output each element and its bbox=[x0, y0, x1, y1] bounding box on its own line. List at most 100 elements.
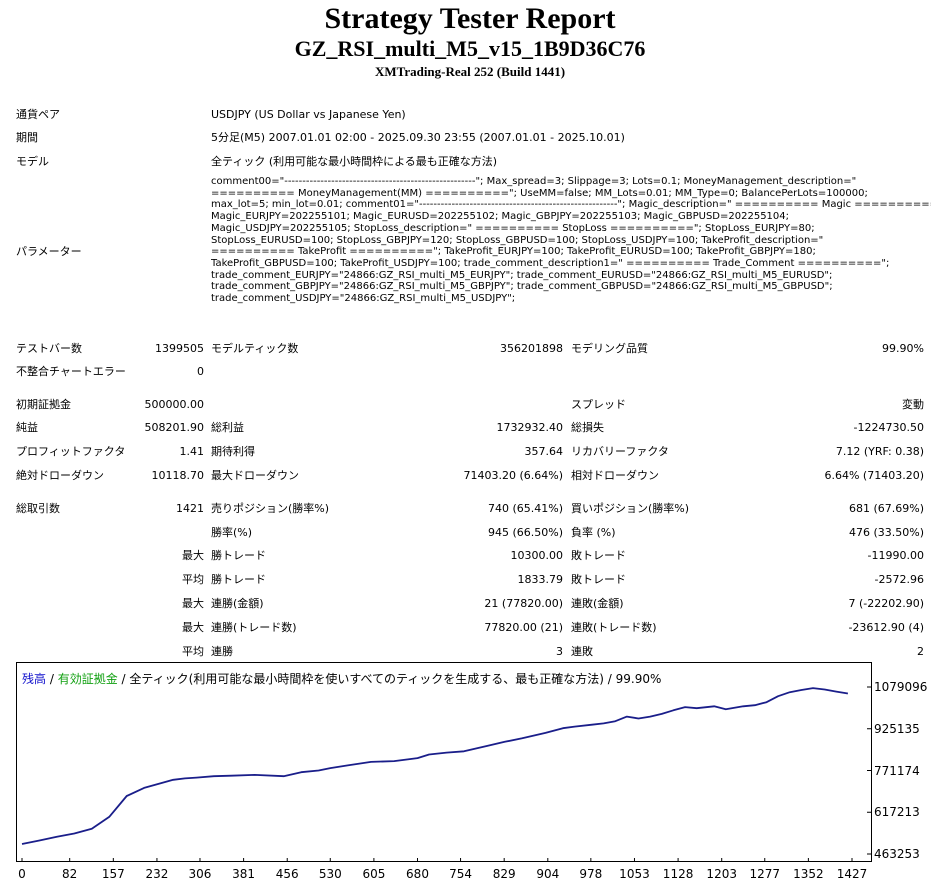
gross-loss-label: 総損失 bbox=[571, 421, 604, 434]
loss-rate-value: 476 (33.50%) bbox=[848, 526, 924, 539]
chart-frame bbox=[16, 662, 872, 862]
symbol-value: USDJPY (US Dollar vs Japanese Yen) bbox=[211, 108, 406, 121]
x-tick-label: 1128 bbox=[662, 867, 694, 881]
recovery-factor-label: リカバリーファクタ bbox=[571, 445, 669, 458]
mismatch-value: 0 bbox=[197, 365, 204, 378]
largest-win-label: 勝トレード bbox=[211, 549, 266, 562]
avg-consec-wins-value: 3 bbox=[556, 645, 563, 658]
long-positions-label: 買いポジション(勝率%) bbox=[571, 502, 690, 515]
symbol-label: 通貨ペア bbox=[16, 108, 60, 121]
rel-drawdown-value: 6.64% (71403.20) bbox=[824, 469, 924, 482]
avg-consec-losses-value: 2 bbox=[917, 645, 924, 658]
abs-drawdown-value: 10118.70 bbox=[151, 469, 205, 482]
average-prefix: 平均 bbox=[182, 573, 204, 586]
x-tick-label: 978 bbox=[579, 867, 603, 881]
x-tick-label: 381 bbox=[232, 867, 256, 881]
win-rate-label: 勝率(%) bbox=[211, 526, 253, 539]
avg-win-label: 勝トレード bbox=[211, 573, 266, 586]
win-rate-value: 945 (66.50%) bbox=[487, 526, 563, 539]
long-positions-value: 681 (67.69%) bbox=[848, 502, 924, 515]
x-tick-label: 0 bbox=[18, 867, 26, 881]
net-profit-value: 508201.90 bbox=[144, 421, 205, 434]
expected-payoff-value: 357.64 bbox=[524, 445, 564, 458]
balance-chart bbox=[16, 662, 872, 862]
mismatch-label: 不整合チャートエラー bbox=[16, 365, 126, 378]
x-tick-label: 82 bbox=[62, 867, 78, 881]
ea-name: GZ_RSI_multi_M5_v15_1B9D36C76 bbox=[294, 36, 646, 61]
legend-separator: / bbox=[46, 672, 58, 686]
max-drawdown-label: 最大ドローダウン bbox=[211, 469, 299, 482]
max-consec-profit-label: 連勝(トレード数) bbox=[211, 621, 297, 634]
spread-label: スプレッド bbox=[571, 398, 626, 411]
max-consec-count-prefix: 最大 bbox=[182, 621, 204, 634]
abs-drawdown-label: 絶対ドローダウン bbox=[16, 469, 104, 482]
legend-description: / 全ティック(利用可能な最小時間枠を使いすべてのティックを生成する、最も正確な… bbox=[117, 672, 662, 686]
max-consec-loss-label: 連敗(トレード数) bbox=[571, 621, 657, 634]
balance-series-line bbox=[21, 687, 849, 845]
gross-loss-value: -1224730.50 bbox=[853, 421, 924, 434]
legend-equity: 有効証拠金 bbox=[57, 672, 118, 686]
largest-win-value: 10300.00 bbox=[510, 549, 564, 562]
net-profit-label: 純益 bbox=[16, 421, 38, 434]
spread-value: 変動 bbox=[902, 398, 924, 411]
max-consec-wins-label: 連勝(金額) bbox=[211, 597, 264, 610]
largest-loss-value: -11990.00 bbox=[867, 549, 924, 562]
x-tick-label: 530 bbox=[318, 867, 342, 881]
y-tick-label: 617213 bbox=[874, 805, 920, 820]
model-value: 全ティック (利用可能な最小時間枠による最も正確な方法) bbox=[211, 155, 498, 168]
avg-loss-label: 敗トレード bbox=[571, 573, 626, 586]
short-positions-label: 売りポジション(勝率%) bbox=[211, 502, 330, 515]
x-tick-label: 306 bbox=[188, 867, 212, 881]
report-title: Strategy Tester Report bbox=[324, 2, 616, 35]
period-label: 期間 bbox=[16, 131, 38, 144]
x-tick-label: 754 bbox=[449, 867, 472, 881]
x-tick-label: 605 bbox=[362, 867, 386, 881]
avg-consec-prefix: 平均 bbox=[182, 645, 204, 658]
max-consec-losses-value: 7 (-22202.90) bbox=[848, 597, 924, 610]
quality-value: 99.90% bbox=[882, 342, 924, 355]
deposit-value: 500000.00 bbox=[144, 398, 205, 411]
period-value: 5分足(M5) 2007.01.01 02:00 - 2025.09.30 23… bbox=[211, 131, 625, 144]
x-tick-label: 232 bbox=[145, 867, 169, 881]
x-tick-label: 680 bbox=[406, 867, 429, 881]
short-positions-value: 740 (65.41%) bbox=[487, 502, 563, 515]
x-tick-label: 1352 bbox=[793, 867, 824, 881]
y-tick-label: 1079096 bbox=[874, 680, 928, 694]
max-consec-wins-value: 21 (77820.00) bbox=[484, 597, 563, 610]
x-tick-label: 1053 bbox=[619, 867, 650, 881]
server-info: XMTrading-Real 252 (Build 1441) bbox=[374, 64, 566, 79]
avg-win-value: 1833.79 bbox=[517, 573, 564, 586]
max-consec-profit-value: 77820.00 (21) bbox=[484, 621, 563, 634]
x-tick-label: 829 bbox=[492, 867, 516, 881]
y-tick-label: 771174 bbox=[874, 763, 920, 778]
max-consec-loss-value: -23612.90 (4) bbox=[848, 621, 924, 634]
deposit-label: 初期証拠金 bbox=[16, 398, 71, 411]
x-tick-label: 1277 bbox=[749, 867, 781, 881]
max-consec-losses-label: 連敗(金額) bbox=[571, 597, 624, 610]
params-text: comment00="-----------------------------… bbox=[211, 176, 931, 305]
params-label: パラメーター bbox=[16, 245, 82, 258]
recovery-factor-value: 7.12 (YRF: 0.38) bbox=[835, 445, 924, 458]
max-consec-prefix: 最大 bbox=[182, 597, 204, 610]
gross-profit-label: 総利益 bbox=[211, 421, 244, 434]
x-tick-label: 904 bbox=[536, 867, 560, 881]
ticks-label: モデルティック数 bbox=[211, 342, 299, 355]
chart-legend: 残高 / 有効証拠金 / 全ティック(利用可能な最小時間枠を使いすべてのティック… bbox=[22, 672, 661, 686]
total-trades-value: 1421 bbox=[176, 502, 204, 515]
y-tick-label: 463253 bbox=[874, 847, 920, 861]
x-tick-label: 157 bbox=[101, 867, 125, 881]
profit-factor-value: 1.41 bbox=[179, 445, 205, 458]
x-tick-label: 456 bbox=[275, 867, 299, 881]
bars-label: テストバー数 bbox=[16, 342, 82, 355]
total-trades-label: 総取引数 bbox=[16, 502, 60, 515]
model-label: モデル bbox=[16, 155, 49, 168]
x-tick-label: 1203 bbox=[706, 867, 737, 881]
bars-value: 1399505 bbox=[155, 342, 204, 355]
legend-balance: 残高 bbox=[22, 672, 47, 686]
profit-factor-label: プロフィットファクタ bbox=[16, 445, 126, 458]
max-drawdown-value: 71403.20 (6.64%) bbox=[463, 469, 563, 482]
avg-consec-wins-label: 連勝 bbox=[211, 645, 233, 658]
expected-payoff-label: 期待利得 bbox=[211, 445, 255, 458]
quality-label: モデリング品質 bbox=[571, 342, 648, 355]
avg-loss-value: -2572.96 bbox=[874, 573, 924, 586]
